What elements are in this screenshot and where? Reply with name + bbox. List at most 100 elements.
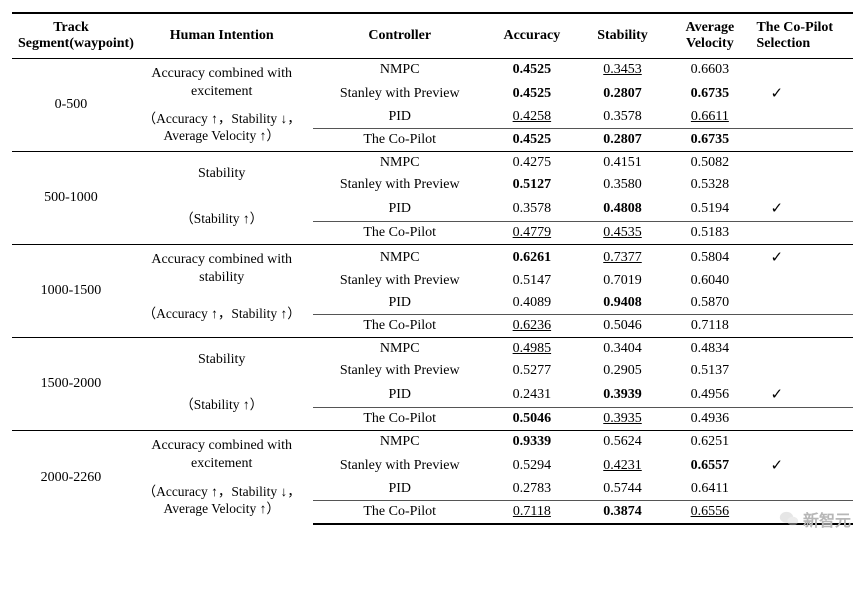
acc-cell: 0.6236 xyxy=(486,315,578,338)
segment-cell: 1500-2000 xyxy=(12,338,130,431)
controller-cell: PID xyxy=(313,382,486,408)
col-accuracy: Accuracy xyxy=(486,13,578,59)
stab-cell: 0.4231 xyxy=(578,453,668,478)
vel-cell: 0.4834 xyxy=(667,338,752,361)
col-stability: Stability xyxy=(578,13,668,59)
intention-title: Stability xyxy=(130,338,313,383)
acc-cell: 0.5127 xyxy=(486,174,578,196)
selection-cell xyxy=(752,431,853,454)
vel-cell: 0.5804 xyxy=(667,245,752,271)
table-body: 0-500Accuracy combined with excitementNM… xyxy=(12,59,853,525)
vel-cell: 0.4936 xyxy=(667,408,752,431)
intention-title: Stability xyxy=(130,152,313,197)
stab-cell: 0.2905 xyxy=(578,360,668,382)
intention-sub: （Stability ↑） xyxy=(130,196,313,245)
results-table: TrackSegment(waypoint) Human Intention C… xyxy=(12,12,853,525)
controller-cell: The Co-Pilot xyxy=(313,129,486,152)
vel-cell: 0.5194 xyxy=(667,196,752,222)
stab-cell: 0.7019 xyxy=(578,270,668,292)
table-row: （Stability ↑）PID0.35780.48080.5194✓ xyxy=(12,196,853,222)
table-row: 1500-2000StabilityNMPC0.49850.34040.4834 xyxy=(12,338,853,361)
stab-cell: 0.5744 xyxy=(578,478,668,501)
acc-cell: 0.6261 xyxy=(486,245,578,271)
acc-cell: 0.4985 xyxy=(486,338,578,361)
col-controller: Controller xyxy=(313,13,486,59)
controller-cell: The Co-Pilot xyxy=(313,222,486,245)
stab-cell: 0.3404 xyxy=(578,338,668,361)
controller-cell: The Co-Pilot xyxy=(313,501,486,525)
table-row: 2000-2260Accuracy combined with exciteme… xyxy=(12,431,853,454)
selection-cell: ✓ xyxy=(752,382,853,408)
acc-cell: 0.4779 xyxy=(486,222,578,245)
stab-cell: 0.2807 xyxy=(578,129,668,152)
acc-cell: 0.4525 xyxy=(486,129,578,152)
intention-sub: （Accuracy ↑，Stability ↓，Average Velocity… xyxy=(130,106,313,152)
selection-cell xyxy=(752,315,853,338)
acc-cell: 0.3578 xyxy=(486,196,578,222)
selection-cell xyxy=(752,501,853,525)
selection-cell xyxy=(752,292,853,315)
col-selection: The Co-PilotSelection xyxy=(752,13,853,59)
vel-cell: 0.6735 xyxy=(667,129,752,152)
segment-cell: 0-500 xyxy=(12,59,130,152)
vel-cell: 0.6251 xyxy=(667,431,752,454)
controller-cell: NMPC xyxy=(313,59,486,82)
selection-cell xyxy=(752,152,853,175)
controller-cell: NMPC xyxy=(313,338,486,361)
controller-cell: Stanley with Preview xyxy=(313,453,486,478)
intention-sub: （Accuracy ↑，Stability ↓，Average Velocity… xyxy=(130,478,313,524)
intention-title: Accuracy combined with excitement xyxy=(130,59,313,107)
vel-cell: 0.4956 xyxy=(667,382,752,408)
stab-cell: 0.3578 xyxy=(578,106,668,129)
stab-cell: 0.4151 xyxy=(578,152,668,175)
stab-cell: 0.4808 xyxy=(578,196,668,222)
vel-cell: 0.7118 xyxy=(667,315,752,338)
stab-cell: 0.3580 xyxy=(578,174,668,196)
selection-cell: ✓ xyxy=(752,245,853,271)
table-row: 0-500Accuracy combined with excitementNM… xyxy=(12,59,853,82)
stab-cell: 0.5624 xyxy=(578,431,668,454)
acc-cell: 0.5277 xyxy=(486,360,578,382)
vel-cell: 0.6040 xyxy=(667,270,752,292)
selection-cell xyxy=(752,222,853,245)
acc-cell: 0.7118 xyxy=(486,501,578,525)
selection-cell xyxy=(752,59,853,82)
vel-cell: 0.5870 xyxy=(667,292,752,315)
vel-cell: 0.5137 xyxy=(667,360,752,382)
acc-cell: 0.4525 xyxy=(486,59,578,82)
controller-cell: The Co-Pilot xyxy=(313,315,486,338)
stab-cell: 0.3935 xyxy=(578,408,668,431)
table-row: （Accuracy ↑，Stability ↓，Average Velocity… xyxy=(12,478,853,501)
table-row: 1000-1500Accuracy combined with stabilit… xyxy=(12,245,853,271)
vel-cell: 0.6603 xyxy=(667,59,752,82)
acc-cell: 0.4275 xyxy=(486,152,578,175)
selection-cell xyxy=(752,338,853,361)
vel-cell: 0.5082 xyxy=(667,152,752,175)
stab-cell: 0.2807 xyxy=(578,81,668,106)
vel-cell: 0.6611 xyxy=(667,106,752,129)
stab-cell: 0.9408 xyxy=(578,292,668,315)
controller-cell: PID xyxy=(313,196,486,222)
acc-cell: 0.9339 xyxy=(486,431,578,454)
controller-cell: Stanley with Preview xyxy=(313,270,486,292)
vel-cell: 0.6735 xyxy=(667,81,752,106)
controller-cell: Stanley with Preview xyxy=(313,174,486,196)
acc-cell: 0.5147 xyxy=(486,270,578,292)
table-row: （Accuracy ↑，Stability ↓，Average Velocity… xyxy=(12,106,853,129)
controller-cell: Stanley with Preview xyxy=(313,81,486,106)
controller-cell: PID xyxy=(313,478,486,501)
controller-cell: PID xyxy=(313,106,486,129)
segment-cell: 1000-1500 xyxy=(12,245,130,338)
stab-cell: 0.4535 xyxy=(578,222,668,245)
controller-cell: The Co-Pilot xyxy=(313,408,486,431)
stab-cell: 0.3939 xyxy=(578,382,668,408)
selection-cell: ✓ xyxy=(752,196,853,222)
selection-cell xyxy=(752,129,853,152)
selection-cell xyxy=(752,106,853,129)
vel-cell: 0.5183 xyxy=(667,222,752,245)
intention-sub: （Accuracy ↑，Stability ↑） xyxy=(130,292,313,338)
stab-cell: 0.3874 xyxy=(578,501,668,525)
selection-cell: ✓ xyxy=(752,81,853,106)
acc-cell: 0.5046 xyxy=(486,408,578,431)
selection-cell xyxy=(752,360,853,382)
